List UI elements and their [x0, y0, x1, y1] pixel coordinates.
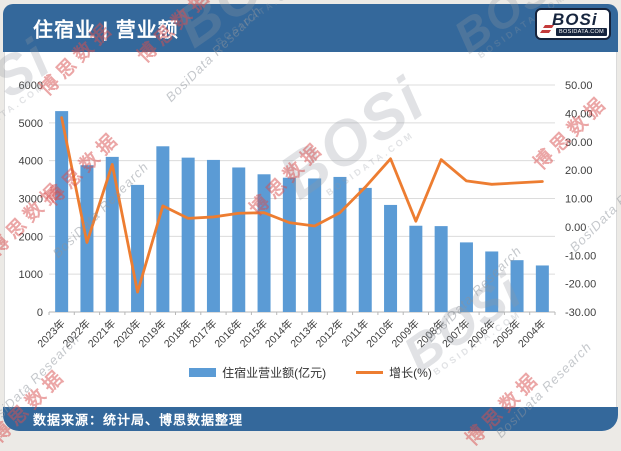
bar-2018年	[181, 157, 195, 312]
header: 住宿业 | 营业额	[3, 4, 618, 52]
bar-2017年	[206, 159, 220, 312]
bar-2009年	[409, 225, 423, 312]
right-axis-tick: -30.00	[565, 307, 596, 319]
bar-2010年	[384, 204, 398, 312]
legend-label: 住宿业营业额(亿元)	[222, 366, 327, 380]
left-axis-tick: 4000	[19, 156, 43, 168]
bar-2019年	[156, 146, 170, 312]
chart-legend: 住宿业营业额(亿元) 增长(%)	[5, 364, 616, 381]
x-axis-label: 2012年	[313, 317, 346, 350]
bar-2007年	[459, 242, 473, 312]
legend-swatch-bar	[189, 368, 217, 377]
right-axis-tick: 50.00	[565, 80, 593, 92]
right-axis-tick: 10.00	[565, 194, 593, 206]
logo-text: BOSi	[552, 10, 598, 29]
left-axis-tick: 3000	[19, 194, 43, 206]
logo-stripe-icon	[539, 30, 552, 33]
footer: 数据来源：统计局、博思数据整理	[3, 407, 618, 431]
bar-2005年	[510, 260, 524, 312]
bar-2021年	[105, 156, 119, 312]
right-axis-tick: 20.00	[565, 165, 593, 177]
left-axis-tick: 0	[37, 307, 43, 319]
bar-2012年	[333, 176, 347, 312]
bar-2013年	[308, 178, 322, 312]
bar-2004年	[535, 265, 549, 312]
x-axis-label: 2004年	[515, 317, 548, 350]
page-title: 住宿业 | 营业额	[33, 19, 179, 42]
legend-swatch-line	[356, 371, 384, 374]
right-axis-tick: -20.00	[565, 279, 596, 291]
legend-item-bar: 住宿业营业额(亿元)	[189, 364, 326, 381]
bar-2008年	[434, 226, 448, 312]
left-axis-tick: 2000	[19, 231, 43, 243]
bar-2006年	[485, 251, 499, 312]
left-axis-tick: 5000	[19, 118, 43, 130]
right-axis-tick: 0.00	[565, 222, 586, 234]
bar-2016年	[232, 167, 246, 312]
chart-svg: 0 1000 2000 3000 4000 5000 6000 -30.00 -20.00 -10…	[19, 80, 597, 350]
bar-2015年	[257, 174, 271, 312]
bar-2011年	[358, 187, 372, 312]
growth-line	[60, 116, 544, 294]
right-axis-tick: 30.00	[565, 137, 593, 149]
left-axis-tick: 1000	[19, 269, 43, 281]
bar-2014年	[282, 177, 296, 312]
chart-panel: 0 1000 2000 3000 4000 5000 6000 -30.00 -20.00 -10…	[4, 52, 617, 407]
right-axis-tick: 40.00	[565, 108, 593, 120]
legend-label: 增长(%)	[389, 366, 432, 380]
left-axis-tick: 6000	[19, 80, 43, 92]
right-axis-tick: -10.00	[565, 250, 596, 262]
logo-domain: BOSIDATA.COM	[556, 28, 607, 36]
bosi-logo: BOSi BOSIDATA.COM	[535, 8, 611, 40]
data-source-note: 数据来源：统计局、博思数据整理	[33, 412, 244, 428]
legend-item-line: 增长(%)	[356, 364, 432, 381]
bar-2023年	[55, 111, 69, 312]
